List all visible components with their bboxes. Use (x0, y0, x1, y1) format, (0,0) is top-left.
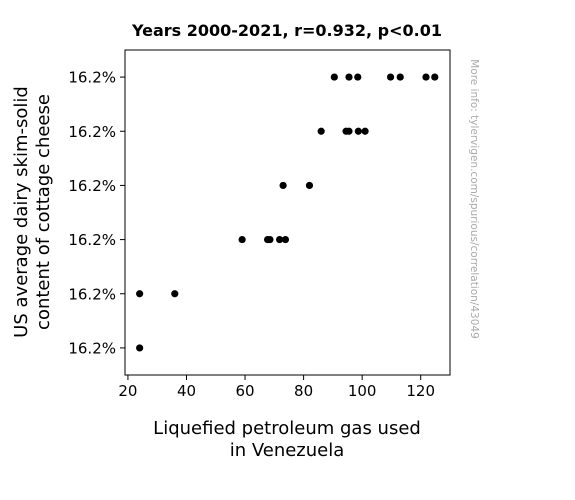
data-point (171, 290, 179, 298)
data-point (396, 73, 404, 81)
x-tick-label: 40 (177, 382, 196, 400)
y-axis-label-line-1: US average dairy skim-solid (11, 86, 32, 338)
y-tick-label: 16.2% (68, 69, 116, 87)
y-axis-ticks: 16.2% 16.2% 16.2% 16.2% 16.2% 16.2% (68, 69, 125, 357)
chart-title: Years 2000-2021, r=0.932, p<0.01 (131, 21, 442, 40)
data-point (330, 73, 338, 81)
data-point (361, 127, 369, 135)
y-tick-label: 16.2% (68, 285, 116, 303)
data-point (136, 290, 144, 298)
data-point (422, 73, 430, 81)
x-axis-label-line-2: in Venezuela (230, 440, 345, 461)
data-point (275, 235, 284, 244)
y-tick-label: 16.2% (68, 339, 116, 357)
x-axis-label-line-1: Liquefied petroleum gas used (153, 418, 421, 439)
x-tick-label: 120 (406, 382, 435, 400)
data-point (238, 235, 246, 244)
x-tick-label: 20 (118, 382, 137, 400)
x-tick-label: 80 (294, 382, 313, 400)
y-tick-label: 16.2% (68, 231, 116, 249)
data-point (354, 73, 362, 81)
x-tick-label: 60 (235, 382, 254, 400)
data-points (136, 73, 439, 352)
y-tick-label: 16.2% (68, 177, 116, 195)
data-point (317, 127, 325, 135)
data-point (305, 181, 314, 190)
data-point (431, 73, 439, 81)
x-axis-ticks: 20 40 60 80 100 120 (118, 375, 435, 400)
data-point (279, 181, 287, 190)
source-note: More info: tylervigen.com/spurious/corre… (468, 59, 480, 339)
data-point (386, 73, 395, 81)
data-point (281, 235, 290, 244)
x-tick-label: 100 (348, 382, 377, 400)
y-tick-label: 16.2% (68, 123, 116, 141)
data-point (354, 127, 362, 135)
data-point (136, 344, 144, 352)
y-axis-label-line-2: content of cottage cheese (33, 94, 54, 330)
data-point (345, 73, 353, 81)
plot-frame (124, 49, 451, 376)
data-point (266, 235, 274, 244)
data-point (345, 127, 353, 135)
